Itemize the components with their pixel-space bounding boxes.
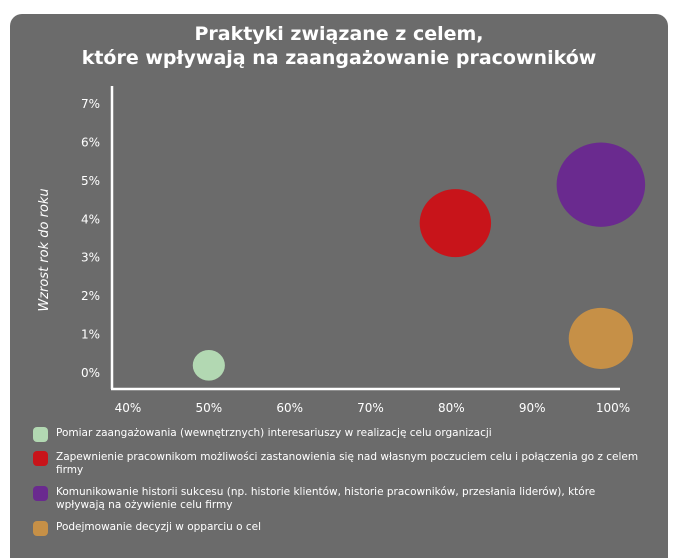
x-tick-label: 90% <box>519 401 546 414</box>
chart-title-line-2: które wpływają na zaangażowanie pracowni… <box>81 47 597 69</box>
legend-label: Podejmowanie decyzji w opparciu o cel <box>56 521 262 533</box>
legend-item: Zapewnienie pracownikom możliwości zasta… <box>33 451 643 477</box>
legend-item: Pomiar zaangażowania (wewnętrznych) inte… <box>33 427 643 442</box>
legend: Pomiar zaangażowania (wewnętrznych) inte… <box>33 427 643 545</box>
bubble-point <box>192 350 225 381</box>
chart-title: Praktyki związane z celem, które wpływaj… <box>10 22 668 70</box>
y-tick-label: 6% <box>81 135 100 149</box>
x-tick-label: 100% <box>596 401 630 414</box>
y-tick-label: 7% <box>81 97 100 111</box>
legend-swatch <box>33 521 48 536</box>
y-tick-label: 5% <box>81 174 100 188</box>
y-tick-label: 1% <box>81 328 100 342</box>
legend-item: Komunikowanie historii sukcesu (np. hist… <box>33 486 643 512</box>
legend-label: Komunikowanie historii sukcesu (np. hist… <box>56 486 596 511</box>
bubble-point <box>556 142 646 227</box>
y-tick-label: 3% <box>81 251 100 265</box>
x-tick-label: 60% <box>276 401 303 414</box>
scatter-plot: 0%1%2%3%4%5%6%7% 40% 50% 60% 70% 80% 90% 100% … <box>37 86 646 414</box>
legend-label: Zapewnienie pracownikom możliwości zasta… <box>56 451 639 476</box>
y-tick-label: 4% <box>81 212 100 226</box>
bubble-point <box>568 307 634 370</box>
legend-swatch <box>33 451 48 466</box>
y-tick-labels: 0% 1% 2% 3% 4% 5% 6% 7% <box>81 97 100 380</box>
y-tick-label: 2% <box>81 289 100 303</box>
chart-title-line-1: Praktyki związane z celem, <box>194 23 484 45</box>
legend-swatch <box>33 486 48 501</box>
x-tick-label: 80% <box>438 401 465 414</box>
y-axis-label: Wzrost rok do roku <box>37 188 52 311</box>
y-tick-label: 0% <box>81 366 100 380</box>
x-tick-label: 50% <box>195 401 222 414</box>
bubble-point <box>419 189 492 258</box>
x-tick-labels: 40% 50% 60% 70% 80% 90% 100% <box>115 401 630 414</box>
legend-label: Pomiar zaangażowania (wewnętrznych) inte… <box>56 427 492 439</box>
x-tick-label: 70% <box>357 401 384 414</box>
legend-swatch <box>33 427 48 442</box>
legend-item: Podejmowanie decyzji w opparciu o cel <box>33 521 643 536</box>
chart-card: Praktyki związane z celem, które wpływaj… <box>10 14 668 558</box>
bubbles <box>192 142 646 381</box>
x-tick-label: 40% <box>115 401 142 414</box>
